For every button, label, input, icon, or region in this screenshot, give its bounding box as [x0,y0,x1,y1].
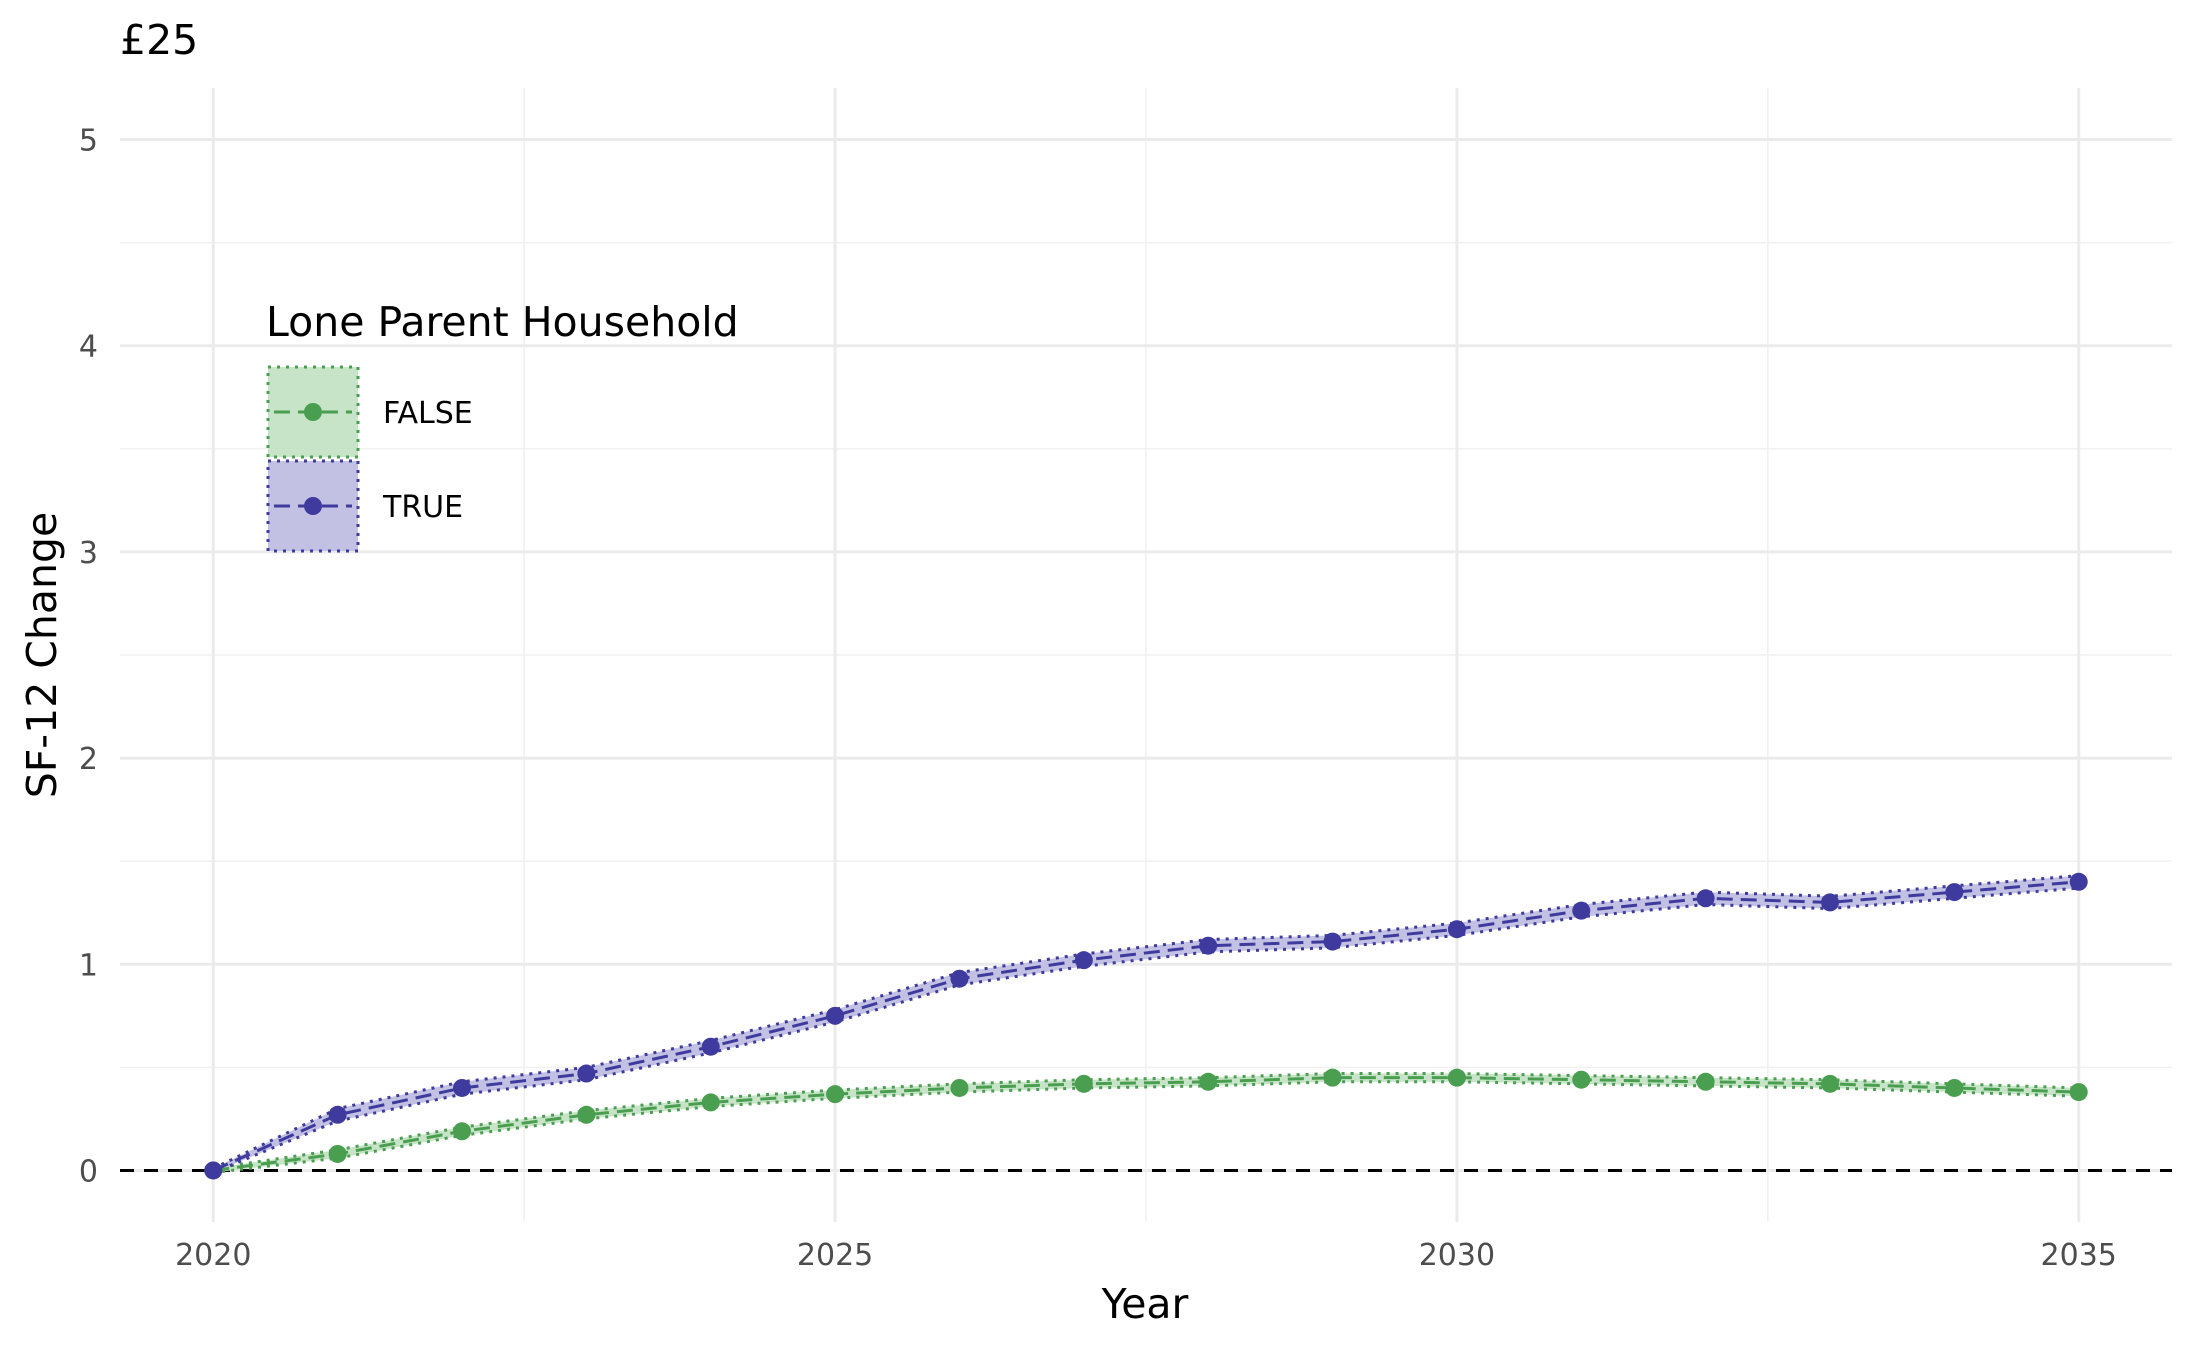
point-true [1821,893,1839,912]
point-true [1074,951,1093,970]
band-false [213,1073,2079,1173]
y-axis-title: SF-12 Change [18,512,66,799]
y-tick-label: 4 [79,330,98,365]
confidence-bands [212,874,2079,1175]
y-tick-label: 5 [79,124,98,159]
point-true [1323,932,1342,951]
y-axis-tick-labels: 0 1 2 3 4 5 [79,124,98,1190]
point-true [204,1161,223,1180]
point-true [950,969,969,988]
y-tick-label: 3 [79,536,98,571]
legend: Lone Parent Household FALSE TRUE [266,298,739,553]
x-tick-label: 2020 [175,1238,251,1273]
point-false [1821,1074,1839,1093]
point-false [1074,1074,1093,1093]
point-false [2069,1083,2088,1102]
series-points [204,872,2088,1180]
band-upper-edge-false [213,1072,2079,1170]
y-tick-label: 2 [79,742,98,777]
band-lower-edge-true [212,886,2079,1174]
legend-point-true [304,497,322,515]
x-axis-tick-labels: 2020 2025 2030 2035 [175,1238,2117,1273]
point-true [328,1105,347,1124]
point-false [1323,1068,1342,1087]
point-false [577,1105,596,1124]
point-true [701,1037,720,1056]
legend-items: FALSE TRUE [266,365,473,553]
point-true [1572,901,1591,920]
y-tick-label: 1 [79,948,98,983]
point-false [826,1085,845,1104]
point-true [453,1078,471,1097]
legend-point-false [304,403,322,421]
point-true [577,1064,596,1083]
series-lines [212,880,2079,1172]
x-tick-label: 2035 [2041,1238,2117,1273]
legend-label-true: TRUE [382,490,463,525]
point-false [950,1078,969,1097]
x-axis-title: Year [1101,1280,1189,1328]
chart-title: £25 [120,16,198,64]
x-tick-label: 2030 [1419,1238,1495,1273]
legend-title: Lone Parent Household [266,298,739,346]
point-false [701,1093,720,1112]
point-false [453,1122,471,1141]
point-false [1199,1072,1218,1091]
point-true [1945,883,1964,902]
point-false [1572,1070,1591,1089]
y-tick-label: 0 [79,1154,98,1189]
point-true [2069,872,2088,891]
point-true [826,1006,845,1025]
point-false [1447,1068,1466,1087]
band-upper-edge-true [212,874,2079,1170]
point-false [328,1144,347,1163]
point-false [1696,1072,1715,1091]
legend-label-false: FALSE [383,396,473,431]
line-true [212,880,2079,1172]
point-true [1447,920,1466,939]
point-true [1696,889,1715,908]
x-tick-label: 2025 [797,1238,873,1273]
point-false [1945,1078,1964,1097]
band-lower-edge-false [213,1080,2079,1175]
minor-gridlines [120,88,2172,1222]
line-false [213,1076,2079,1172]
point-true [1199,936,1218,955]
